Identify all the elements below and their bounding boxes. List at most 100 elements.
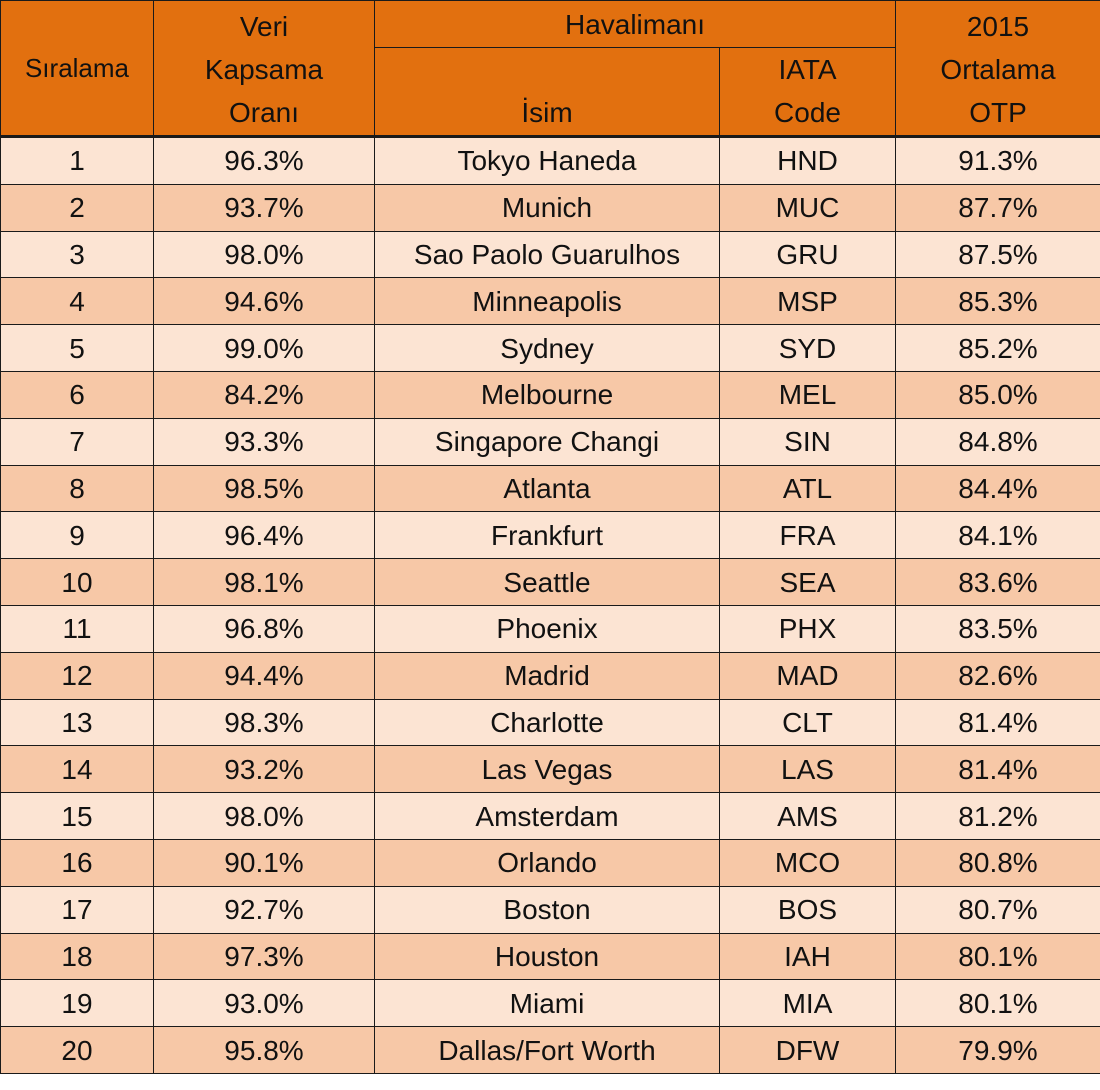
- table-row: 9 96.4% Frankfurt FRA 84.1%: [0, 511, 1100, 560]
- coverage-cell: 98.3%: [153, 698, 375, 747]
- airport-name-cell: Las Vegas: [374, 745, 720, 794]
- coverage-cell: 98.0%: [153, 792, 375, 840]
- table-row: 6 84.2% Melbourne MEL 85.0%: [0, 370, 1100, 419]
- otp-cell: 80.8%: [895, 838, 1100, 887]
- rank-cell: 12: [0, 651, 154, 700]
- iata-code-cell: ATL: [719, 464, 896, 513]
- coverage-cell: 98.1%: [153, 558, 375, 606]
- iata-code-cell: IAH: [719, 932, 896, 981]
- airport-name-cell: Frankfurt: [374, 511, 720, 560]
- table-row: 3 98.0% Sao Paolo Guarulhos GRU 87.5%: [0, 230, 1100, 279]
- iata-code-cell: MUC: [719, 183, 896, 232]
- otp-cell: 82.6%: [895, 651, 1100, 700]
- iata-code-cell: MCO: [719, 838, 896, 887]
- header-otp-line-1: 2015: [966, 11, 1030, 42]
- otp-cell: 84.1%: [895, 511, 1100, 560]
- otp-cell: 84.8%: [895, 417, 1100, 466]
- rank-cell: 18: [0, 932, 154, 981]
- airport-name-cell: Boston: [374, 885, 720, 934]
- rank-cell: 11: [0, 604, 154, 653]
- airport-name-cell: Dallas/Fort Worth: [374, 1026, 720, 1074]
- airport-name-cell: Phoenix: [374, 604, 720, 653]
- table-row: 10 98.1% Seattle SEA 83.6%: [0, 558, 1100, 606]
- airport-name-cell: Atlanta: [374, 464, 720, 513]
- airport-name-cell: Seattle: [374, 558, 720, 606]
- rank-cell: 4: [0, 277, 154, 326]
- iata-code-cell: FRA: [719, 511, 896, 560]
- rank-cell: 17: [0, 885, 154, 934]
- header-name: İsim: [374, 47, 720, 138]
- rank-cell: 14: [0, 745, 154, 794]
- table-row: 7 93.3% Singapore Changi SIN 84.8%: [0, 417, 1100, 466]
- otp-cell: 91.3%: [895, 136, 1100, 185]
- rank-cell: 15: [0, 792, 154, 840]
- header-iata-line-2: Code: [774, 97, 841, 128]
- otp-cell: 84.4%: [895, 464, 1100, 513]
- iata-code-cell: LAS: [719, 745, 896, 794]
- iata-code-cell: BOS: [719, 885, 896, 934]
- iata-code-cell: SYD: [719, 324, 896, 372]
- otp-cell: 83.6%: [895, 558, 1100, 606]
- table-row: 12 94.4% Madrid MAD 82.6%: [0, 651, 1100, 700]
- rank-cell: 20: [0, 1026, 154, 1074]
- table-row: 18 97.3% Houston IAH 80.1%: [0, 932, 1100, 981]
- table-row: 16 90.1% Orlando MCO 80.8%: [0, 838, 1100, 887]
- header-rank: Sıralama: [0, 0, 154, 138]
- airport-name-cell: Sao Paolo Guarulhos: [374, 230, 720, 279]
- airport-name-cell: Singapore Changi: [374, 417, 720, 466]
- table-row: 8 98.5% Atlanta ATL 84.4%: [0, 464, 1100, 513]
- airport-name-cell: Amsterdam: [374, 792, 720, 840]
- table-row: 13 98.3% Charlotte CLT 81.4%: [0, 698, 1100, 747]
- iata-code-cell: SEA: [719, 558, 896, 606]
- iata-code-cell: MIA: [719, 979, 896, 1028]
- iata-code-cell: MAD: [719, 651, 896, 700]
- otp-cell: 79.9%: [895, 1026, 1100, 1074]
- rank-cell: 19: [0, 979, 154, 1028]
- otp-cell: 81.4%: [895, 745, 1100, 794]
- otp-cell: 81.2%: [895, 792, 1100, 840]
- coverage-cell: 90.1%: [153, 838, 375, 887]
- header-otp: 2015 Ortalama OTP: [895, 0, 1100, 138]
- table-row: 20 95.8% Dallas/Fort Worth DFW 79.9%: [0, 1026, 1100, 1074]
- airport-name-cell: Tokyo Haneda: [374, 136, 720, 185]
- otp-cell: 80.1%: [895, 979, 1100, 1028]
- iata-code-cell: GRU: [719, 230, 896, 279]
- otp-cell: 83.5%: [895, 604, 1100, 653]
- airport-name-cell: Houston: [374, 932, 720, 981]
- otp-cell: 87.7%: [895, 183, 1100, 232]
- otp-cell: 85.3%: [895, 277, 1100, 326]
- header-coverage-line-3: Oranı: [228, 97, 300, 128]
- table-row: 1 96.3% Tokyo Haneda HND 91.3%: [0, 136, 1100, 185]
- otp-cell: 81.4%: [895, 698, 1100, 747]
- iata-code-cell: MEL: [719, 370, 896, 419]
- airport-name-cell: Madrid: [374, 651, 720, 700]
- iata-code-cell: HND: [719, 136, 896, 185]
- table-row: 2 93.7% Munich MUC 87.7%: [0, 183, 1100, 232]
- header-iata-line-1: IATA: [778, 54, 837, 85]
- iata-code-cell: PHX: [719, 604, 896, 653]
- coverage-cell: 98.5%: [153, 464, 375, 513]
- coverage-cell: 99.0%: [153, 324, 375, 372]
- header-coverage-line-2: Kapsama: [204, 54, 324, 85]
- rank-cell: 6: [0, 370, 154, 419]
- header-otp-line-2: Ortalama: [940, 54, 1056, 85]
- airport-name-cell: Miami: [374, 979, 720, 1028]
- coverage-cell: 98.0%: [153, 230, 375, 279]
- coverage-cell: 93.3%: [153, 417, 375, 466]
- iata-code-cell: CLT: [719, 698, 896, 747]
- table-row: 4 94.6% Minneapolis MSP 85.3%: [0, 277, 1100, 326]
- coverage-cell: 96.3%: [153, 136, 375, 185]
- table-row: 11 96.8% Phoenix PHX 83.5%: [0, 604, 1100, 653]
- rank-cell: 9: [0, 511, 154, 560]
- table-row: 19 93.0% Miami MIA 80.1%: [0, 979, 1100, 1028]
- table-row: 15 98.0% Amsterdam AMS 81.2%: [0, 792, 1100, 840]
- coverage-cell: 93.0%: [153, 979, 375, 1028]
- iata-code-cell: DFW: [719, 1026, 896, 1074]
- header-airport-group: Havalimanı: [374, 0, 896, 48]
- airport-name-cell: Orlando: [374, 838, 720, 887]
- otp-cell: 85.0%: [895, 370, 1100, 419]
- rank-cell: 16: [0, 838, 154, 887]
- header-iata: IATA Code: [719, 47, 896, 138]
- table-row: 17 92.7% Boston BOS 80.7%: [0, 885, 1100, 934]
